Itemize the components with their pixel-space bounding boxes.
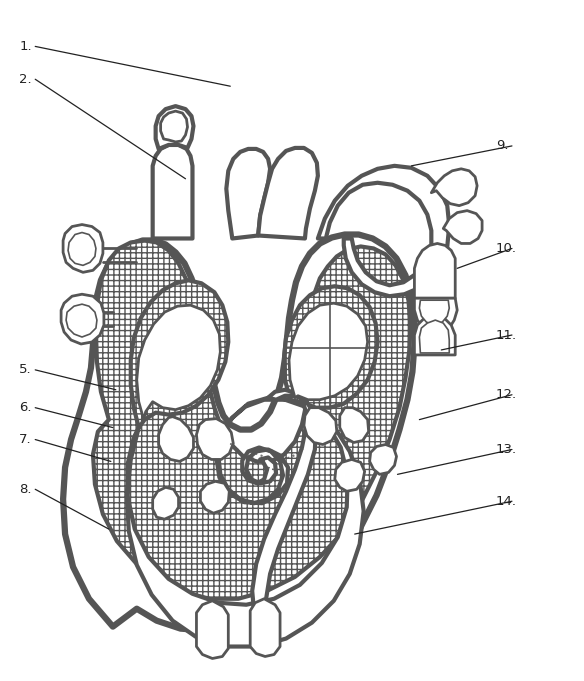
Polygon shape	[443, 210, 482, 244]
Polygon shape	[156, 106, 193, 149]
Text: 14.: 14.	[496, 494, 517, 508]
Polygon shape	[196, 601, 228, 659]
Polygon shape	[66, 304, 97, 337]
Polygon shape	[61, 294, 104, 344]
Text: 2.: 2.	[19, 73, 32, 86]
Polygon shape	[159, 417, 193, 462]
Polygon shape	[93, 240, 411, 599]
Polygon shape	[335, 460, 364, 491]
Polygon shape	[68, 232, 96, 266]
Polygon shape	[152, 488, 179, 519]
Text: 10.: 10.	[496, 242, 517, 255]
Polygon shape	[415, 315, 455, 355]
Polygon shape	[252, 390, 316, 646]
Text: 7.: 7.	[19, 433, 32, 446]
Polygon shape	[318, 166, 449, 296]
Polygon shape	[161, 111, 187, 142]
Text: 1.: 1.	[19, 40, 32, 53]
Polygon shape	[304, 408, 337, 445]
Polygon shape	[131, 281, 228, 428]
Polygon shape	[127, 398, 364, 646]
Polygon shape	[415, 298, 457, 332]
Polygon shape	[432, 169, 477, 206]
Polygon shape	[419, 300, 449, 325]
Text: 11.: 11.	[496, 328, 517, 342]
Polygon shape	[200, 481, 230, 513]
Text: 13.: 13.	[496, 443, 517, 456]
Polygon shape	[63, 225, 103, 272]
Polygon shape	[227, 149, 270, 238]
Polygon shape	[415, 244, 455, 298]
Polygon shape	[289, 303, 368, 400]
Polygon shape	[370, 445, 397, 475]
Polygon shape	[284, 286, 378, 408]
Text: 8.: 8.	[19, 483, 32, 496]
Polygon shape	[419, 320, 449, 353]
Text: 9.: 9.	[496, 140, 509, 153]
Polygon shape	[250, 599, 280, 656]
Polygon shape	[258, 148, 318, 238]
Polygon shape	[196, 419, 233, 460]
Polygon shape	[152, 145, 193, 238]
Polygon shape	[137, 305, 220, 419]
Text: 5.: 5.	[19, 364, 32, 377]
Text: 6.: 6.	[19, 401, 32, 414]
Text: 12.: 12.	[496, 388, 517, 401]
Polygon shape	[340, 408, 369, 443]
Polygon shape	[63, 234, 415, 631]
